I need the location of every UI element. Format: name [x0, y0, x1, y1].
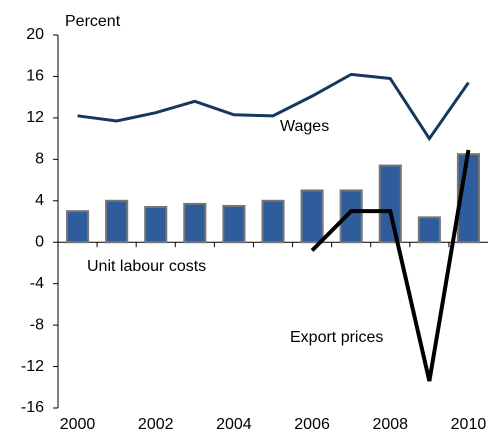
line — [310, 149, 471, 382]
y-tick-label: 16 — [26, 68, 44, 85]
bar — [144, 205, 168, 244]
x-tick-label: 2004 — [216, 416, 252, 433]
bar — [417, 216, 441, 244]
y-tick-label: 12 — [26, 109, 44, 126]
bar — [339, 189, 363, 244]
series-label: Unit labour costs — [87, 258, 206, 275]
y-tick-label: 0 — [35, 233, 44, 250]
bar — [183, 202, 207, 244]
series-label: Export prices — [290, 329, 383, 346]
bar — [300, 189, 324, 244]
y-tick-label: -16 — [21, 399, 44, 416]
y-tick-label: -4 — [30, 275, 44, 292]
bar — [105, 199, 129, 244]
line — [77, 72, 470, 142]
bar — [222, 204, 246, 244]
y-tick-label: 20 — [26, 26, 44, 43]
y-tick-label: -8 — [30, 316, 44, 333]
x-tick-label: 2006 — [294, 416, 330, 433]
y-tick-label: 8 — [35, 151, 44, 168]
x-tick-label: 2000 — [60, 416, 96, 433]
x-tick-label: 2010 — [451, 416, 487, 433]
x-tick-label: 2008 — [372, 416, 408, 433]
x-tick-label: 2002 — [138, 416, 174, 433]
bar — [378, 164, 402, 244]
bar — [261, 199, 285, 244]
y-axis-label: Percent — [65, 13, 121, 30]
series-label: Wages — [280, 118, 329, 135]
y-tick-label: 4 — [35, 192, 44, 209]
y-tick-label: -12 — [21, 358, 44, 375]
bar — [65, 210, 90, 244]
